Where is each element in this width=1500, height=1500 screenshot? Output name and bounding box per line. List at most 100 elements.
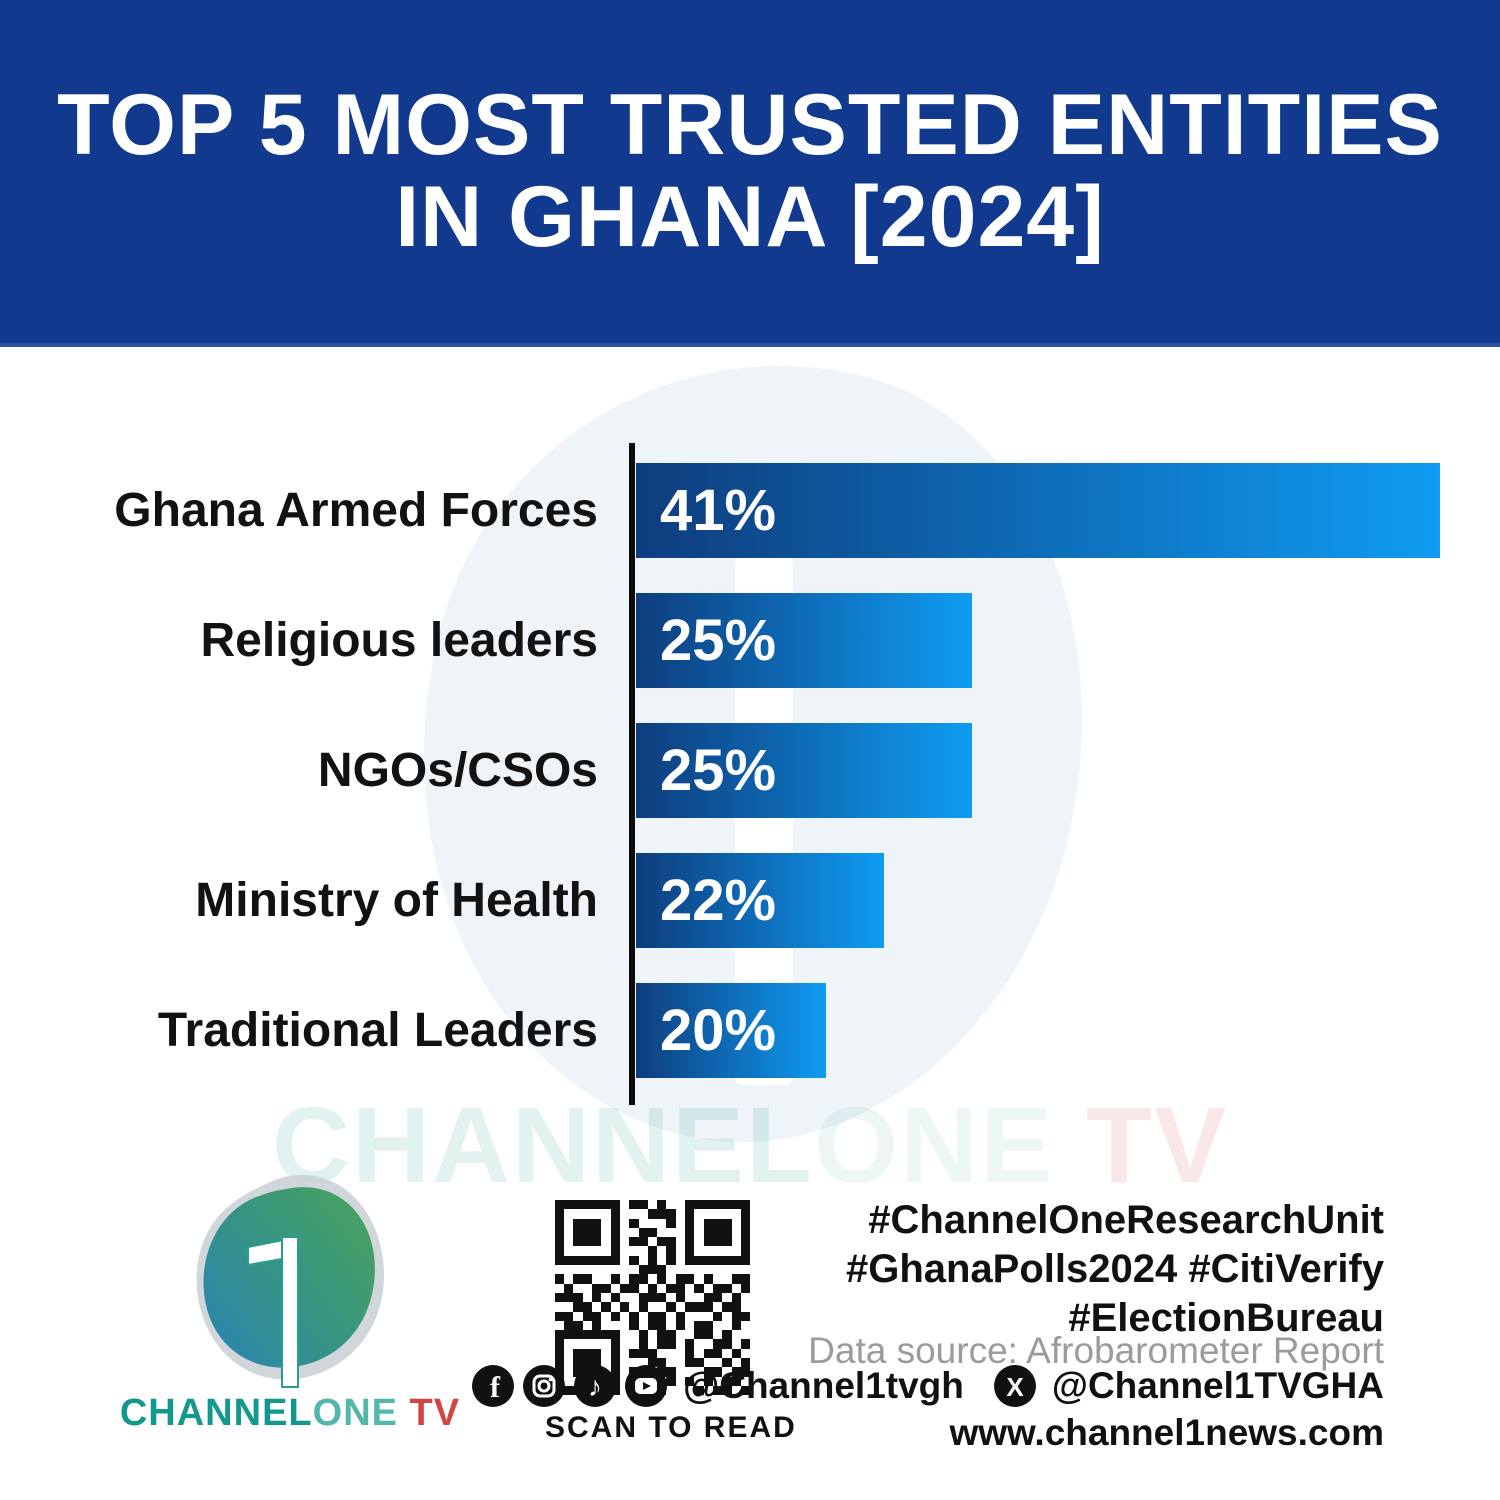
qr-module [703,1255,713,1266]
qr-module [703,1283,713,1293]
qr-module [647,1358,658,1368]
qr-module [657,1200,667,1210]
qr-module [712,1376,723,1386]
qr-module [610,1255,620,1266]
qr-module [554,1274,565,1284]
watermark-tv: TV [1054,1084,1229,1205]
qr-module [657,1311,667,1321]
qr-module [694,1274,704,1284]
qr-module [666,1376,676,1386]
qr-module [666,1237,676,1247]
qr-module [601,1255,611,1266]
qr-module [573,1218,583,1228]
qr-module [582,1274,593,1284]
qr-module [731,1246,741,1256]
qr-module [731,1237,741,1247]
qr-module [694,1358,704,1368]
qr-module [619,1302,630,1312]
qr-module [722,1302,732,1312]
qr-module [712,1330,723,1340]
qr-module [666,1358,676,1368]
qr-module [629,1348,639,1359]
qr-module [731,1265,741,1275]
channel-watermark-text: CHANNELONE TV [0,1082,1500,1207]
qr-module [629,1218,639,1228]
category-label: Ghana Armed Forces [114,484,598,537]
qr-module [703,1227,713,1238]
qr-module [731,1385,741,1396]
qr-module [564,1255,574,1266]
qr-module [694,1265,704,1275]
qr-module [675,1227,686,1238]
qr-module [657,1302,667,1312]
qr-module [694,1385,704,1396]
qr-module [675,1320,686,1331]
qr-module [619,1385,630,1396]
qr-module [740,1367,751,1377]
qr-module [694,1348,704,1359]
watermark-channel: CHANNEL [271,1084,814,1205]
qr-module [629,1255,639,1266]
qr-module [619,1358,630,1368]
qr-module [629,1237,639,1247]
qr-module [582,1200,593,1210]
channel-one-logo-block: CHANNELONE TV [105,1175,475,1435]
bar-row: Religious leaders 25% [0,593,1500,688]
qr-module [740,1218,751,1228]
qr-module [675,1283,686,1293]
qr-module [666,1200,676,1210]
qr-module [703,1292,713,1303]
facebook-icon: f [471,1364,515,1408]
qr-module [564,1358,574,1368]
qr-module [629,1292,639,1303]
qr-module [712,1209,723,1219]
bar: 25% [636,593,972,688]
qr-module [638,1218,648,1228]
qr-module [564,1348,574,1359]
qr-module [647,1348,658,1359]
qr-module [601,1227,611,1238]
qr-module [592,1320,602,1331]
qr-module [712,1265,723,1275]
qr-module [582,1311,593,1321]
qr-module [712,1218,723,1228]
bar-row: NGOs/CSOs 25% [0,723,1500,818]
svg-text:X: X [1006,1372,1024,1402]
qr-module [722,1274,732,1284]
qr-module [619,1265,630,1275]
qr-module [703,1339,713,1349]
qr-module [573,1246,583,1256]
qr-module [685,1302,695,1312]
qr-module [592,1348,602,1359]
qr-module [722,1367,732,1377]
qr-module [647,1237,658,1247]
qr-module [564,1227,574,1238]
qr-module [629,1320,639,1331]
qr-module [657,1292,667,1303]
bar: 41% [636,463,1440,558]
qr-module [731,1367,741,1377]
qr-module [740,1358,751,1368]
qr-module [638,1292,648,1303]
qr-module [619,1339,630,1349]
qr-module [675,1255,686,1266]
handle-main: @Channel1tvgh [683,1365,964,1406]
qr-module [582,1218,593,1228]
qr-module [619,1200,630,1210]
qr-module [619,1330,630,1340]
qr-module [564,1367,574,1377]
qr-module [703,1237,713,1247]
qr-module [619,1246,630,1256]
qr-module [675,1209,686,1219]
wordmark-channel: CHANNEL [119,1392,313,1434]
qr-module [629,1339,639,1349]
qr-module [592,1302,602,1312]
qr-module [564,1246,574,1256]
qr-module [712,1283,723,1293]
category-label: Religious leaders [200,614,598,667]
qr-module [731,1274,741,1284]
qr-module [629,1227,639,1238]
qr-module [722,1348,732,1359]
qr-module [564,1218,574,1228]
qr-module [647,1292,658,1303]
